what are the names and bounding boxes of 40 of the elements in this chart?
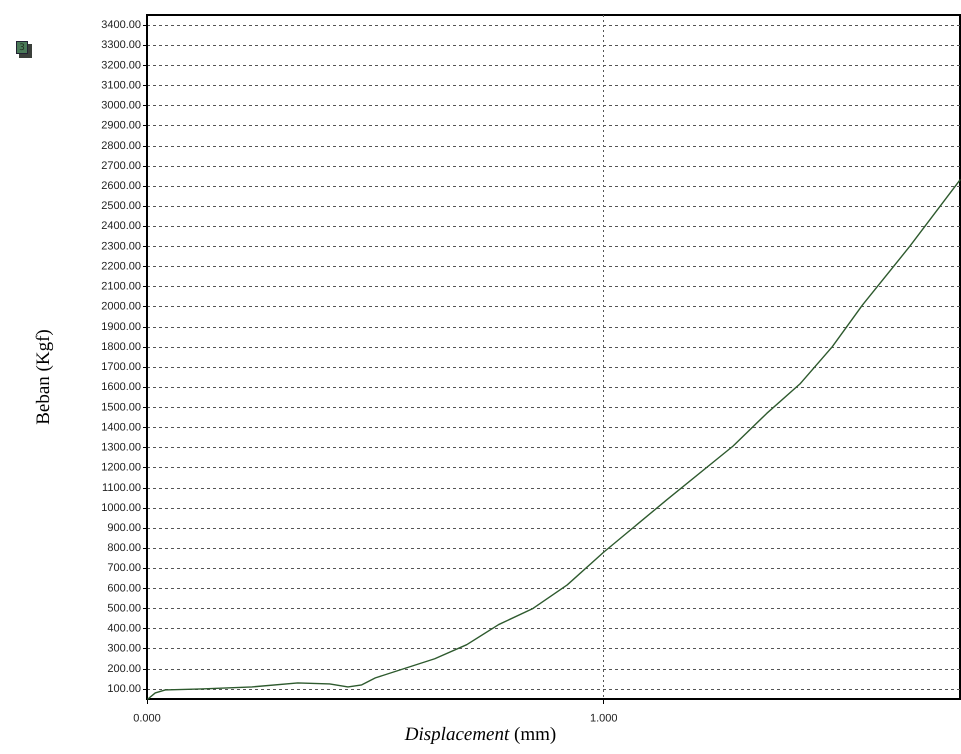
y-tick-label: 2500.00 [101, 200, 141, 212]
y-tick-label: 900.00 [107, 522, 141, 534]
y-tick-label: 1300.00 [101, 442, 141, 454]
line-series [147, 179, 961, 700]
y-tick-label: 500.00 [107, 602, 141, 614]
x-axis-title: Displacement (mm) [404, 724, 556, 745]
y-tick-label: 2600.00 [101, 180, 141, 192]
y-tick-label: 3100.00 [101, 79, 141, 92]
y-axis-title: Beban (Kgf) [33, 329, 54, 425]
y-tick-label: 1700.00 [101, 361, 141, 374]
y-tick-label: 400.00 [107, 622, 141, 635]
y-tick-label: 1800.00 [101, 340, 141, 353]
y-tick-label: 2100.00 [101, 280, 141, 293]
y-tick-label: 1100.00 [102, 482, 141, 494]
y-tick-label: 2000.00 [101, 300, 141, 313]
y-tick-label: 3400.00 [101, 19, 141, 32]
y-tick-label: 300.00 [107, 642, 141, 655]
y-tick-label: 3200.00 [101, 59, 141, 72]
y-tick-label: 1000.00 [101, 502, 141, 514]
x-tick-label: 1.000 [590, 712, 618, 724]
y-tick-label: 1600.00 [101, 381, 141, 394]
y-tick-label: 700.00 [107, 562, 141, 574]
x-tick-label: 0.000 [133, 712, 161, 724]
y-tick-label: 200.00 [107, 662, 141, 675]
y-tick-label: 600.00 [107, 582, 141, 594]
numbered-square-icon: 3 [16, 41, 32, 58]
y-tick-label: 2400.00 [101, 220, 141, 232]
y-tick-label: 100.00 [107, 682, 141, 695]
y-tick-label: 3300.00 [101, 39, 141, 52]
y-tick-label: 1200.00 [101, 462, 141, 474]
y-tick-label: 2200.00 [101, 260, 141, 272]
y-tick-label: 800.00 [107, 542, 141, 554]
y-tick-label: 1500.00 [101, 401, 141, 414]
y-tick-label: 1900.00 [101, 320, 141, 333]
y-tick-label: 3000.00 [101, 100, 141, 112]
y-tick-label: 2900.00 [101, 120, 141, 132]
y-tick-label: 2800.00 [101, 140, 141, 152]
y-tick-label: 1400.00 [101, 421, 141, 434]
y-tick-label: 2700.00 [101, 160, 141, 172]
y-tick-label: 2300.00 [101, 240, 141, 252]
